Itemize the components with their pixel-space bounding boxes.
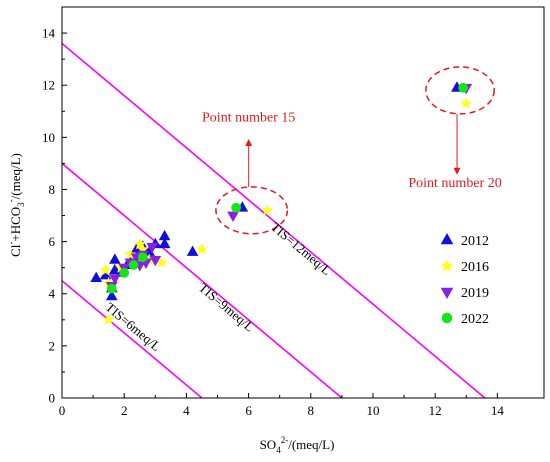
y-tick-label: 6 <box>49 234 56 249</box>
marker-2022 <box>119 268 130 278</box>
y-tick-label: 10 <box>42 130 55 145</box>
marker-2016 <box>440 259 454 272</box>
x-tick-label: 8 <box>308 403 315 418</box>
marker-2016 <box>261 203 274 216</box>
legend-label: 2016 <box>461 260 489 275</box>
y-tick-label: 0 <box>49 391 56 406</box>
x-tick-label: 6 <box>245 403 252 418</box>
marker-2019 <box>227 211 239 223</box>
marker-2012 <box>440 233 454 245</box>
legend-label: 2019 <box>461 286 489 301</box>
y-tick-label: 14 <box>42 26 56 41</box>
y-tick-label: 12 <box>42 78 55 93</box>
marker-2016 <box>195 242 209 255</box>
legend-label: 2022 <box>461 312 489 327</box>
plot-frame <box>61 6 545 399</box>
marker-2012 <box>158 237 171 249</box>
tis-line <box>62 42 486 398</box>
x-tick-label: 12 <box>429 403 442 418</box>
y-tick-label: 2 <box>49 338 56 353</box>
axes: 0 2 4 6 8 10 12 14 0 2 4 6 8 10 12 14 <box>42 26 504 418</box>
marker-2019 <box>146 242 159 254</box>
annotations: Point number 15 Point number 20 <box>202 66 502 235</box>
marker-2012 <box>109 253 121 264</box>
x-tick-label: 4 <box>183 403 190 418</box>
legend-label: 2012 <box>461 234 489 249</box>
x-tick-label: 10 <box>366 403 379 418</box>
y-tick-label: 4 <box>49 286 56 301</box>
annotation-label: Point number 15 <box>202 111 295 126</box>
highlight-ellipse <box>215 186 289 235</box>
marker-2012 <box>90 271 103 282</box>
x-tick-label: 14 <box>491 403 505 418</box>
annotation-label: Point number 20 <box>408 176 501 191</box>
tis-line <box>62 280 203 398</box>
marker-2012 <box>158 229 171 241</box>
marker-2022 <box>231 202 242 213</box>
marker-2016 <box>124 248 137 260</box>
marker-2016 <box>136 242 150 255</box>
marker-2012 <box>105 289 118 301</box>
marker-2022 <box>137 252 148 263</box>
tis-label: TIS=6meq/L <box>103 299 164 354</box>
marker-2016 <box>102 313 115 326</box>
marker-2022 <box>106 283 117 294</box>
tis-label: TIS=9meq/L <box>196 280 257 335</box>
marker-2016 <box>133 237 146 250</box>
marker-2019 <box>149 255 162 267</box>
highlight-ellipse <box>425 66 495 115</box>
marker-2022 <box>458 82 469 93</box>
x-tick-label: 2 <box>121 403 128 418</box>
marker-2016 <box>155 255 168 268</box>
tis-label: TIS=12meq/L <box>268 219 334 278</box>
y-tick-label: 8 <box>49 182 56 197</box>
marker-2016 <box>460 96 473 109</box>
marker-2022 <box>441 312 453 324</box>
marker-2019 <box>109 274 121 285</box>
tis-line <box>62 162 343 398</box>
legend: 2012 2016 2019 2022 <box>440 233 489 327</box>
x-tick-label: 0 <box>59 403 66 418</box>
y-axis-title: Cl-+HCO3-/(meq/L) <box>6 153 26 257</box>
marker-2019 <box>440 287 454 299</box>
series-2016 <box>99 96 473 326</box>
marker-2012 <box>99 268 112 280</box>
data-points <box>90 81 473 326</box>
marker-2012 <box>186 245 199 256</box>
tis-lines <box>62 42 486 398</box>
marker-2016 <box>99 263 112 276</box>
x-axis-title: SO42-/(meq/L) <box>260 435 335 455</box>
series-2022 <box>106 82 469 294</box>
marker-2022 <box>128 260 139 270</box>
